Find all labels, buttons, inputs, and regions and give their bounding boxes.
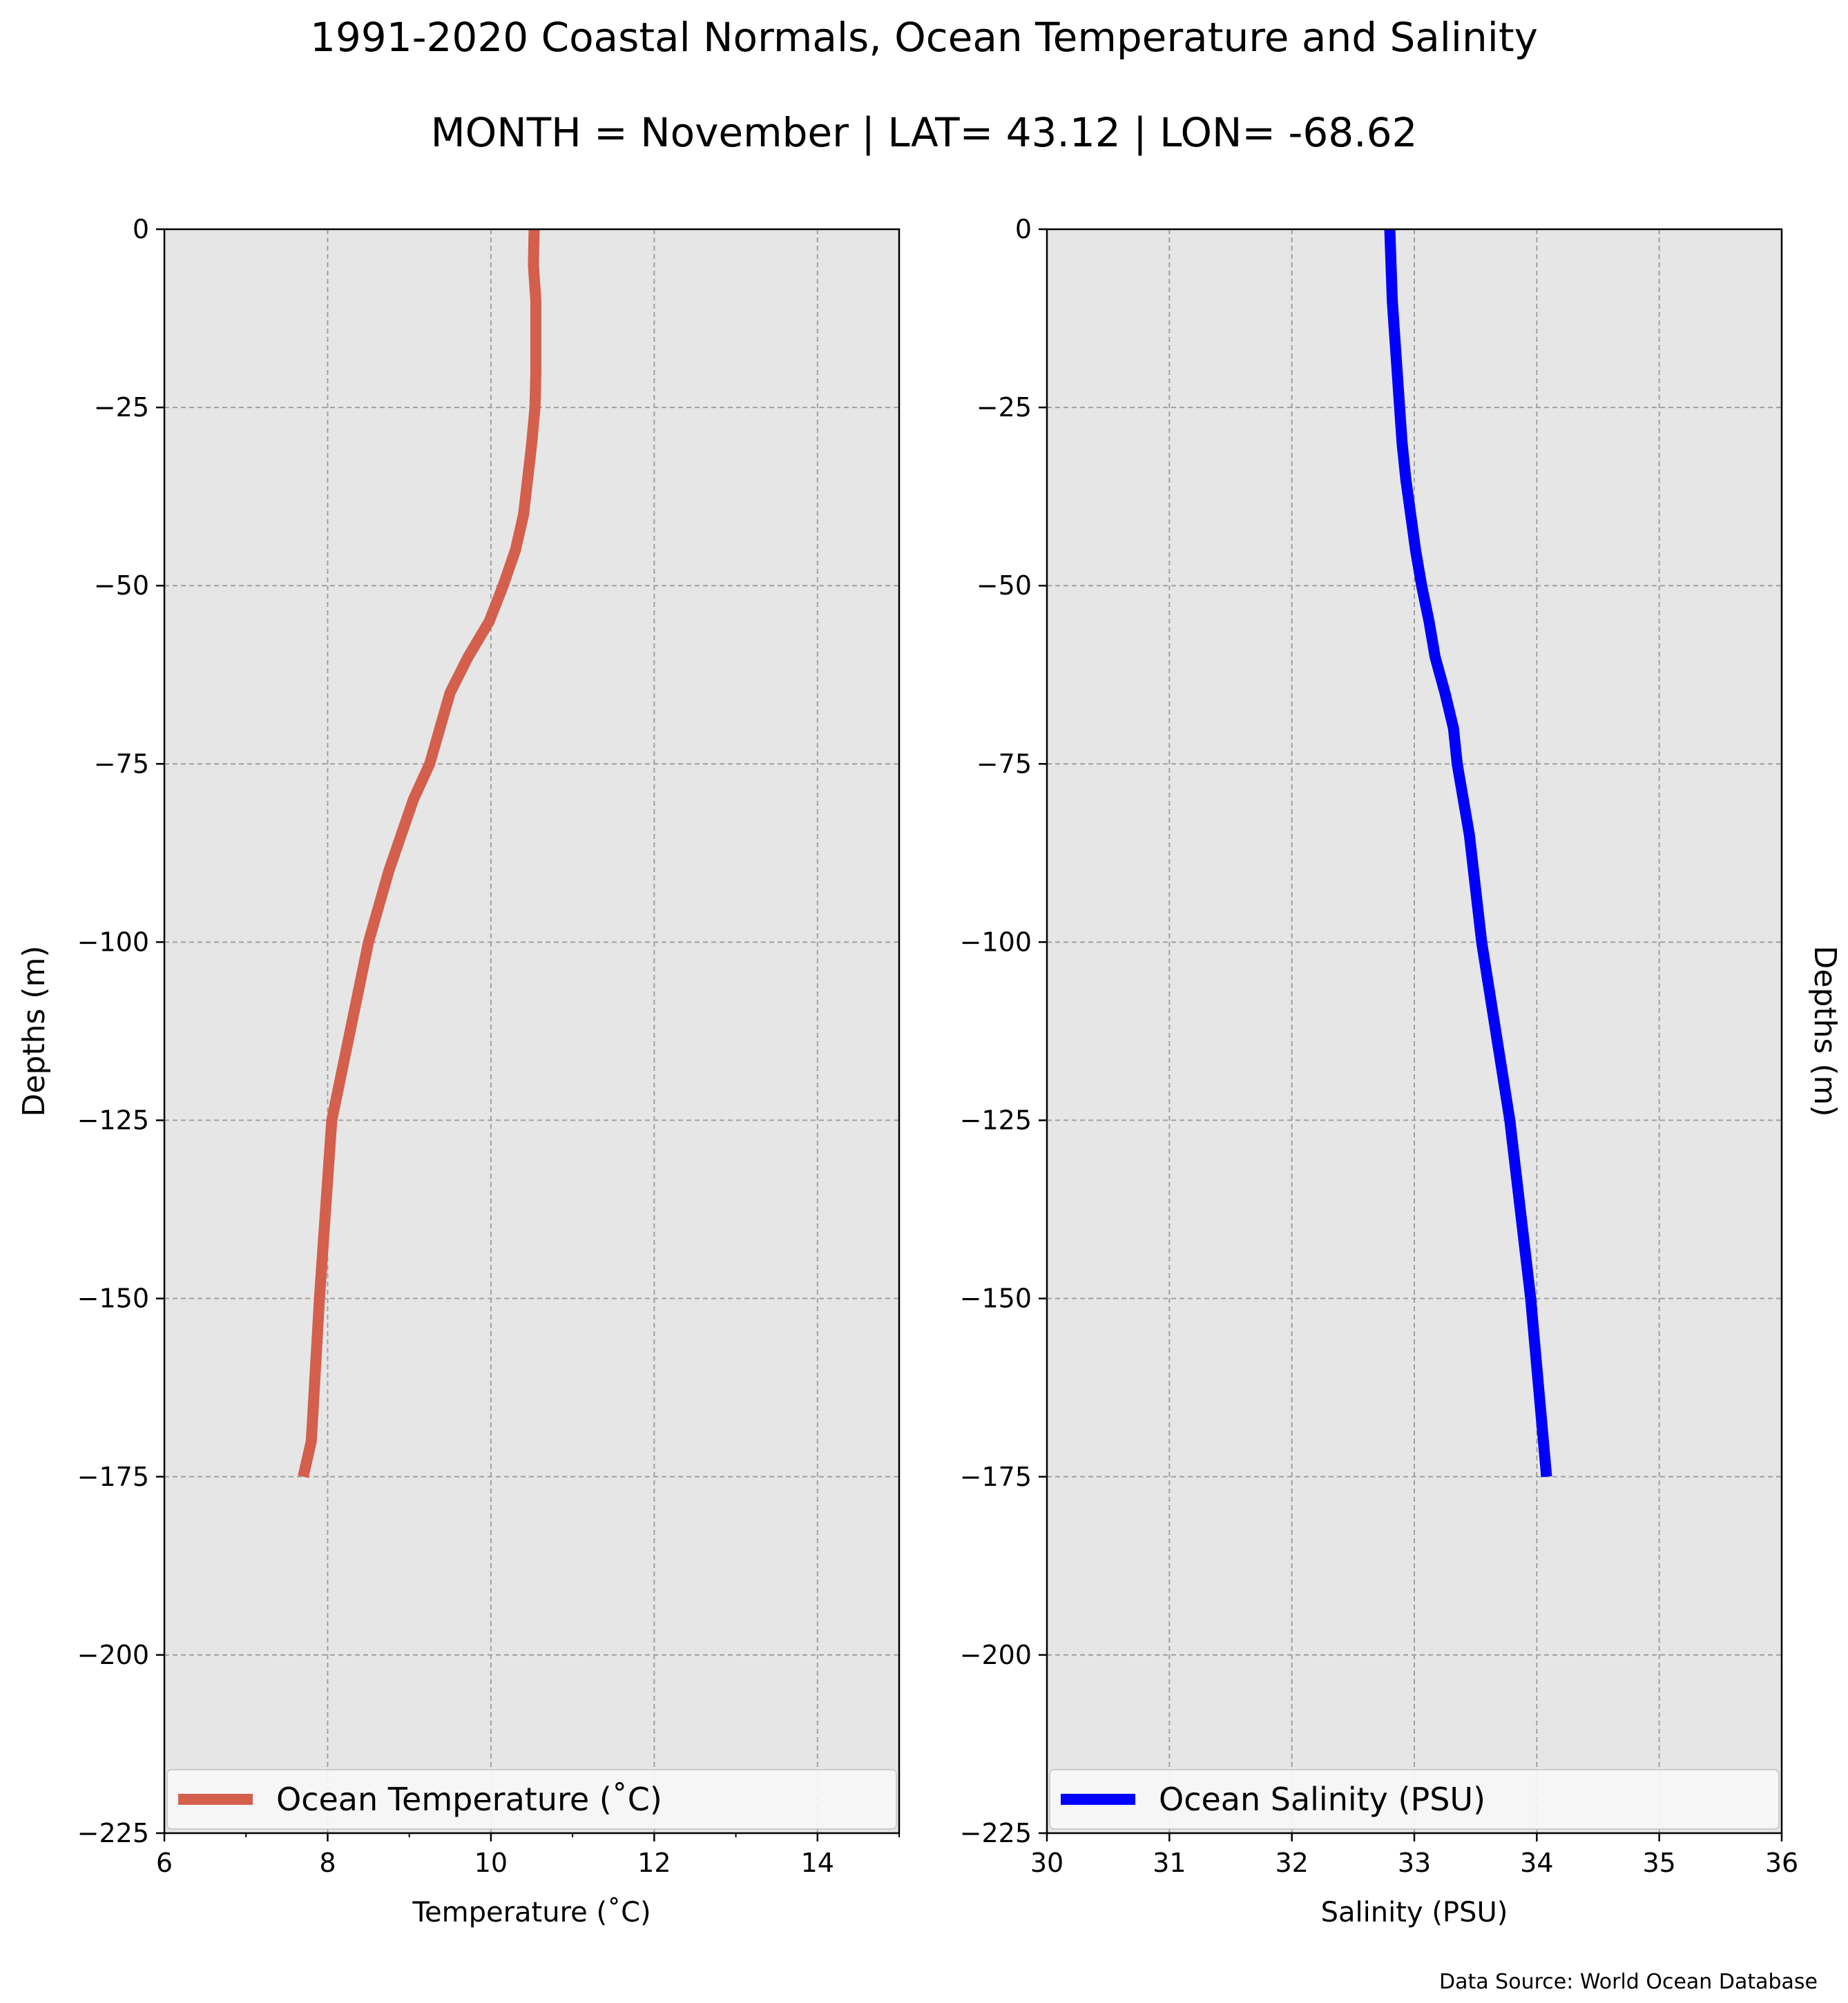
temperature-x-axis-label: Temperature (˚C) bbox=[412, 1897, 651, 1928]
salinity-legend-label: Ocean Salinity (PSU) bbox=[1159, 1781, 1485, 1818]
temperature-x-tick-label: 14 bbox=[801, 1848, 834, 1878]
temperature-x-tick-label: 10 bbox=[474, 1848, 508, 1878]
salinity-panel: Ocean Salinity (PSU) 30 31 32 33 34 35 36 0 −25 −5… bbox=[960, 214, 1842, 1928]
salinity-y-tick-label: −225 bbox=[960, 1818, 1032, 1848]
salinity-legend-box bbox=[1049, 1769, 1780, 1830]
temperature-y-tick-label: −225 bbox=[77, 1818, 149, 1848]
salinity-y-tick-label: −75 bbox=[976, 748, 1032, 779]
salinity-x-tick-label: 34 bbox=[1520, 1848, 1553, 1878]
salinity-x-tick-label: 35 bbox=[1642, 1848, 1675, 1878]
salinity-y-tick-label: −25 bbox=[976, 392, 1032, 423]
salinity-x-tick-label: 33 bbox=[1398, 1848, 1431, 1878]
temperature-y-tick-label: −25 bbox=[94, 392, 149, 423]
salinity-y-tick-label: −100 bbox=[960, 927, 1032, 957]
temperature-y-tick-label: −175 bbox=[77, 1462, 149, 1492]
temperature-plot-area bbox=[164, 229, 899, 1833]
salinity-x-tick-label: 32 bbox=[1275, 1848, 1308, 1878]
temperature-legend-box bbox=[166, 1769, 897, 1830]
salinity-y-tick-label: −200 bbox=[960, 1640, 1032, 1670]
salinity-legend: Ocean Salinity (PSU) bbox=[1049, 1769, 1780, 1830]
salinity-y-tick-label: −125 bbox=[960, 1105, 1032, 1136]
chart-subtitle: MONTH = November | LAT= 43.12 | LON= -68… bbox=[431, 109, 1418, 156]
temperature-y-tick-label: −75 bbox=[94, 748, 149, 779]
salinity-y-tick-label: −175 bbox=[960, 1462, 1032, 1492]
temperature-panel: Ocean Temperature (˚C) 6 8 10 12 14 0 −25 −50 −75… bbox=[17, 214, 901, 1928]
salinity-x-tick-label: 31 bbox=[1153, 1848, 1186, 1878]
salinity-y-tick-label: −50 bbox=[976, 570, 1032, 601]
salinity-y-axis-label: Depths (m) bbox=[1807, 945, 1842, 1116]
temperature-x-tick-label: 8 bbox=[319, 1848, 336, 1878]
temperature-y-tick-label: −150 bbox=[77, 1284, 149, 1314]
temperature-series-line bbox=[298, 229, 541, 1478]
salinity-x-axis-label: Salinity (PSU) bbox=[1321, 1897, 1508, 1928]
temperature-legend: Ocean Temperature (˚C) bbox=[166, 1769, 897, 1830]
temperature-x-tick-label: 6 bbox=[156, 1848, 173, 1878]
salinity-x-tick-label: 30 bbox=[1030, 1848, 1063, 1878]
salinity-y-tick-label: −150 bbox=[960, 1284, 1032, 1314]
temperature-axes-frame bbox=[163, 228, 901, 1835]
chart-title: 1991-2020 Coastal Normals, Ocean Tempera… bbox=[310, 14, 1538, 61]
temperature-y-tick-label: −50 bbox=[94, 570, 149, 601]
temperature-y-tick-label: −200 bbox=[77, 1640, 149, 1670]
temperature-y-tick-label: 0 bbox=[133, 214, 149, 244]
salinity-series-line bbox=[1384, 229, 1552, 1478]
salinity-y-tick-label: 0 bbox=[1015, 214, 1032, 244]
temperature-legend-label: Ocean Temperature (˚C) bbox=[276, 1781, 662, 1818]
temperature-x-tick-label: 12 bbox=[637, 1848, 671, 1878]
salinity-x-tick-label: 36 bbox=[1765, 1848, 1798, 1878]
data-source-note: Data Source: World Ocean Database bbox=[1439, 1970, 1818, 1994]
temperature-y-axis-label: Depths (m) bbox=[17, 945, 52, 1116]
temperature-y-tick-label: −100 bbox=[77, 927, 149, 957]
temperature-y-tick-label: −125 bbox=[77, 1105, 149, 1136]
